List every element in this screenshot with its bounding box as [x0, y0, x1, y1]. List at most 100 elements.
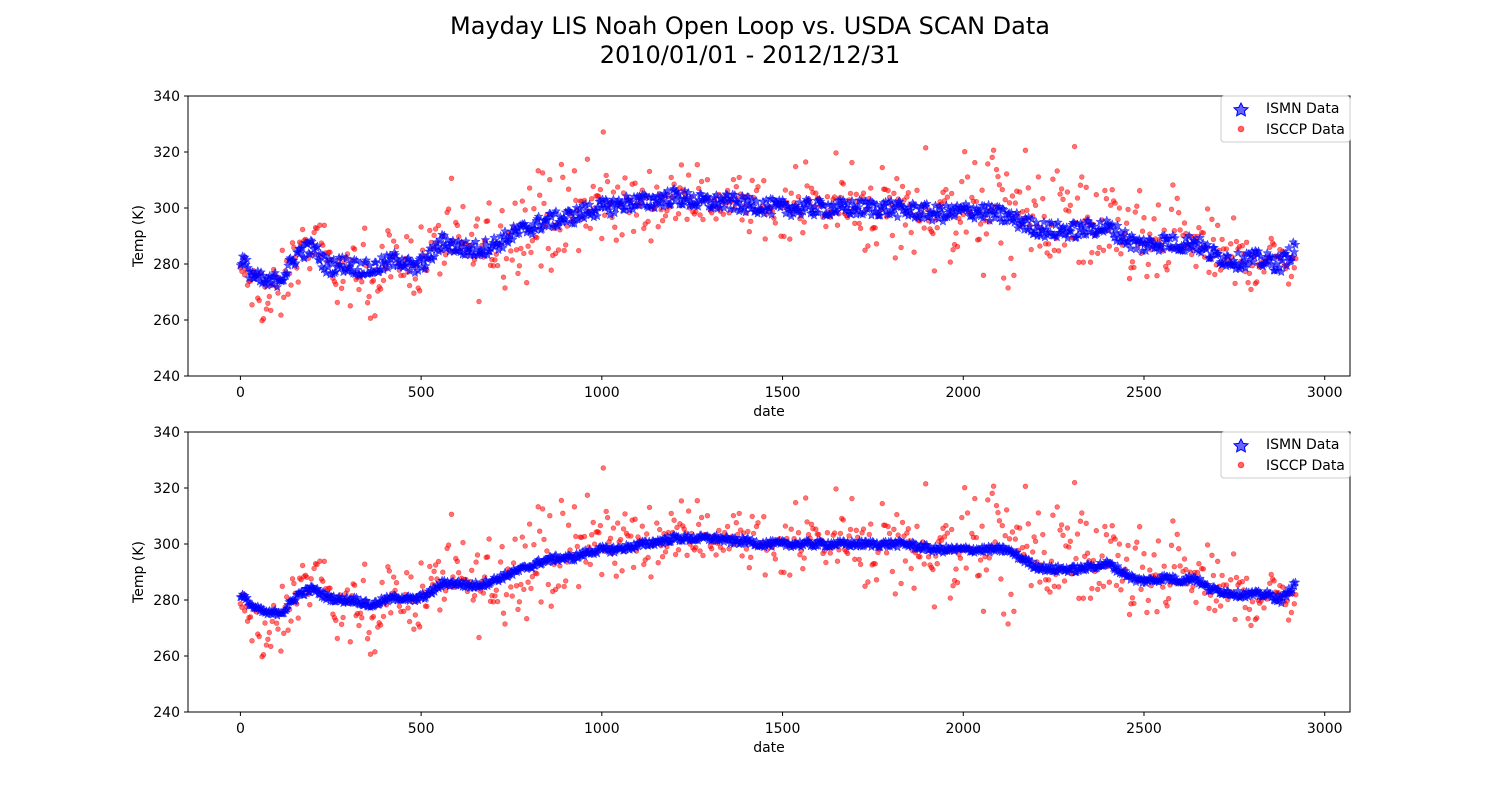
isccp-point	[1093, 192, 1100, 198]
isccp-point	[1132, 209, 1139, 215]
isccp-point	[954, 243, 961, 250]
isccp-point	[1136, 188, 1143, 194]
isccp-point	[996, 518, 1003, 524]
isccp-point	[417, 288, 423, 294]
isccp-point	[697, 212, 703, 218]
isccp-point	[922, 145, 929, 151]
isccp-point	[684, 216, 690, 223]
isccp-point	[762, 236, 768, 242]
ismn-point	[1255, 251, 1266, 262]
isccp-point	[340, 278, 346, 285]
isccp-point	[1113, 582, 1120, 589]
isccp-point	[824, 194, 831, 200]
isccp-point	[1154, 608, 1160, 615]
isccp-point	[610, 525, 617, 531]
ismn-point	[592, 210, 603, 221]
ismn-point	[290, 258, 301, 268]
isccp-point	[948, 526, 955, 533]
isccp-point	[1080, 259, 1087, 265]
isccp-point	[622, 175, 628, 181]
isccp-point	[1175, 210, 1182, 216]
y-tick-label: 300	[153, 537, 180, 553]
ismn-point	[683, 187, 694, 198]
ismn-point	[569, 218, 580, 229]
isccp-point	[990, 147, 997, 153]
isccp-point	[513, 247, 520, 253]
isccp-point	[1060, 196, 1066, 203]
bottom-subplot: 0 500 1000 1500 2000 2500 3000 240 260 280 300 320…	[131, 425, 1351, 756]
isccp-point	[1006, 200, 1013, 206]
ismn-point	[941, 200, 952, 210]
isccp-point	[646, 504, 653, 511]
isccp-point	[356, 622, 362, 629]
isccp-point	[528, 585, 534, 592]
top-legend-ismn-marker	[1232, 101, 1250, 117]
ismn-point	[1112, 560, 1123, 571]
isccp-point	[1147, 567, 1153, 573]
isccp-point	[813, 190, 819, 196]
isccp-point	[654, 184, 660, 190]
isccp-point	[662, 549, 669, 555]
isccp-point	[655, 224, 661, 230]
ismn-point	[1112, 220, 1123, 230]
isccp-point	[823, 223, 829, 230]
isccp-point	[1076, 595, 1082, 601]
isccp-point	[1134, 203, 1140, 209]
bottom-x-ticks: 0 500 1000 1500 2000 2500 3000	[236, 712, 1343, 737]
isccp-point	[1288, 273, 1295, 280]
isccp-point	[892, 591, 898, 597]
isccp-point	[739, 553, 745, 559]
isccp-point	[675, 211, 682, 217]
isccp-point	[1087, 595, 1094, 601]
isccp-point	[879, 500, 885, 507]
isccp-point	[813, 526, 819, 532]
isccp-point	[1011, 272, 1017, 278]
isccp-point	[1002, 532, 1008, 539]
y-tick-label: 300	[153, 201, 180, 217]
isccp-point	[263, 642, 270, 648]
isccp-point	[1073, 555, 1079, 562]
isccp-point	[800, 565, 806, 572]
isccp-point	[347, 303, 353, 309]
isccp-point	[528, 249, 534, 256]
isccp-point	[1051, 247, 1058, 254]
isccp-point	[614, 184, 621, 190]
isccp-point	[675, 547, 682, 553]
isccp-point	[536, 192, 543, 198]
isccp-point	[538, 263, 544, 269]
isccp-point	[338, 285, 345, 291]
isccp-point	[1200, 566, 1207, 572]
isccp-point	[619, 232, 625, 238]
isccp-point	[1019, 544, 1026, 551]
isccp-point	[1118, 587, 1124, 593]
isccp-point	[672, 551, 679, 558]
isccp-point	[1028, 582, 1034, 589]
isccp-point	[646, 168, 653, 175]
isccp-point	[571, 168, 578, 174]
isccp-point	[406, 282, 413, 289]
isccp-point	[872, 561, 878, 567]
isccp-point	[558, 161, 565, 168]
isccp-point	[787, 572, 793, 578]
isccp-point	[269, 618, 275, 625]
isccp-point	[484, 554, 491, 560]
isccp-point	[898, 244, 904, 251]
isccp-point	[534, 235, 540, 241]
isccp-point	[963, 565, 969, 571]
isccp-point	[338, 621, 345, 627]
isccp-point	[961, 149, 968, 155]
isccp-point	[1212, 271, 1218, 278]
isccp-point	[1168, 206, 1175, 213]
isccp-point	[853, 527, 859, 533]
isccp-point	[1084, 550, 1091, 556]
ismn-point	[885, 196, 897, 206]
bottom-legend-ismn-label: ISMN Data	[1266, 437, 1339, 453]
isccp-point	[1254, 279, 1260, 285]
isccp-point	[1006, 536, 1013, 542]
isccp-point	[545, 245, 551, 252]
isccp-point	[1144, 609, 1150, 616]
isccp-point	[1271, 242, 1277, 248]
isccp-point	[1136, 523, 1143, 530]
isccp-point	[273, 620, 280, 626]
